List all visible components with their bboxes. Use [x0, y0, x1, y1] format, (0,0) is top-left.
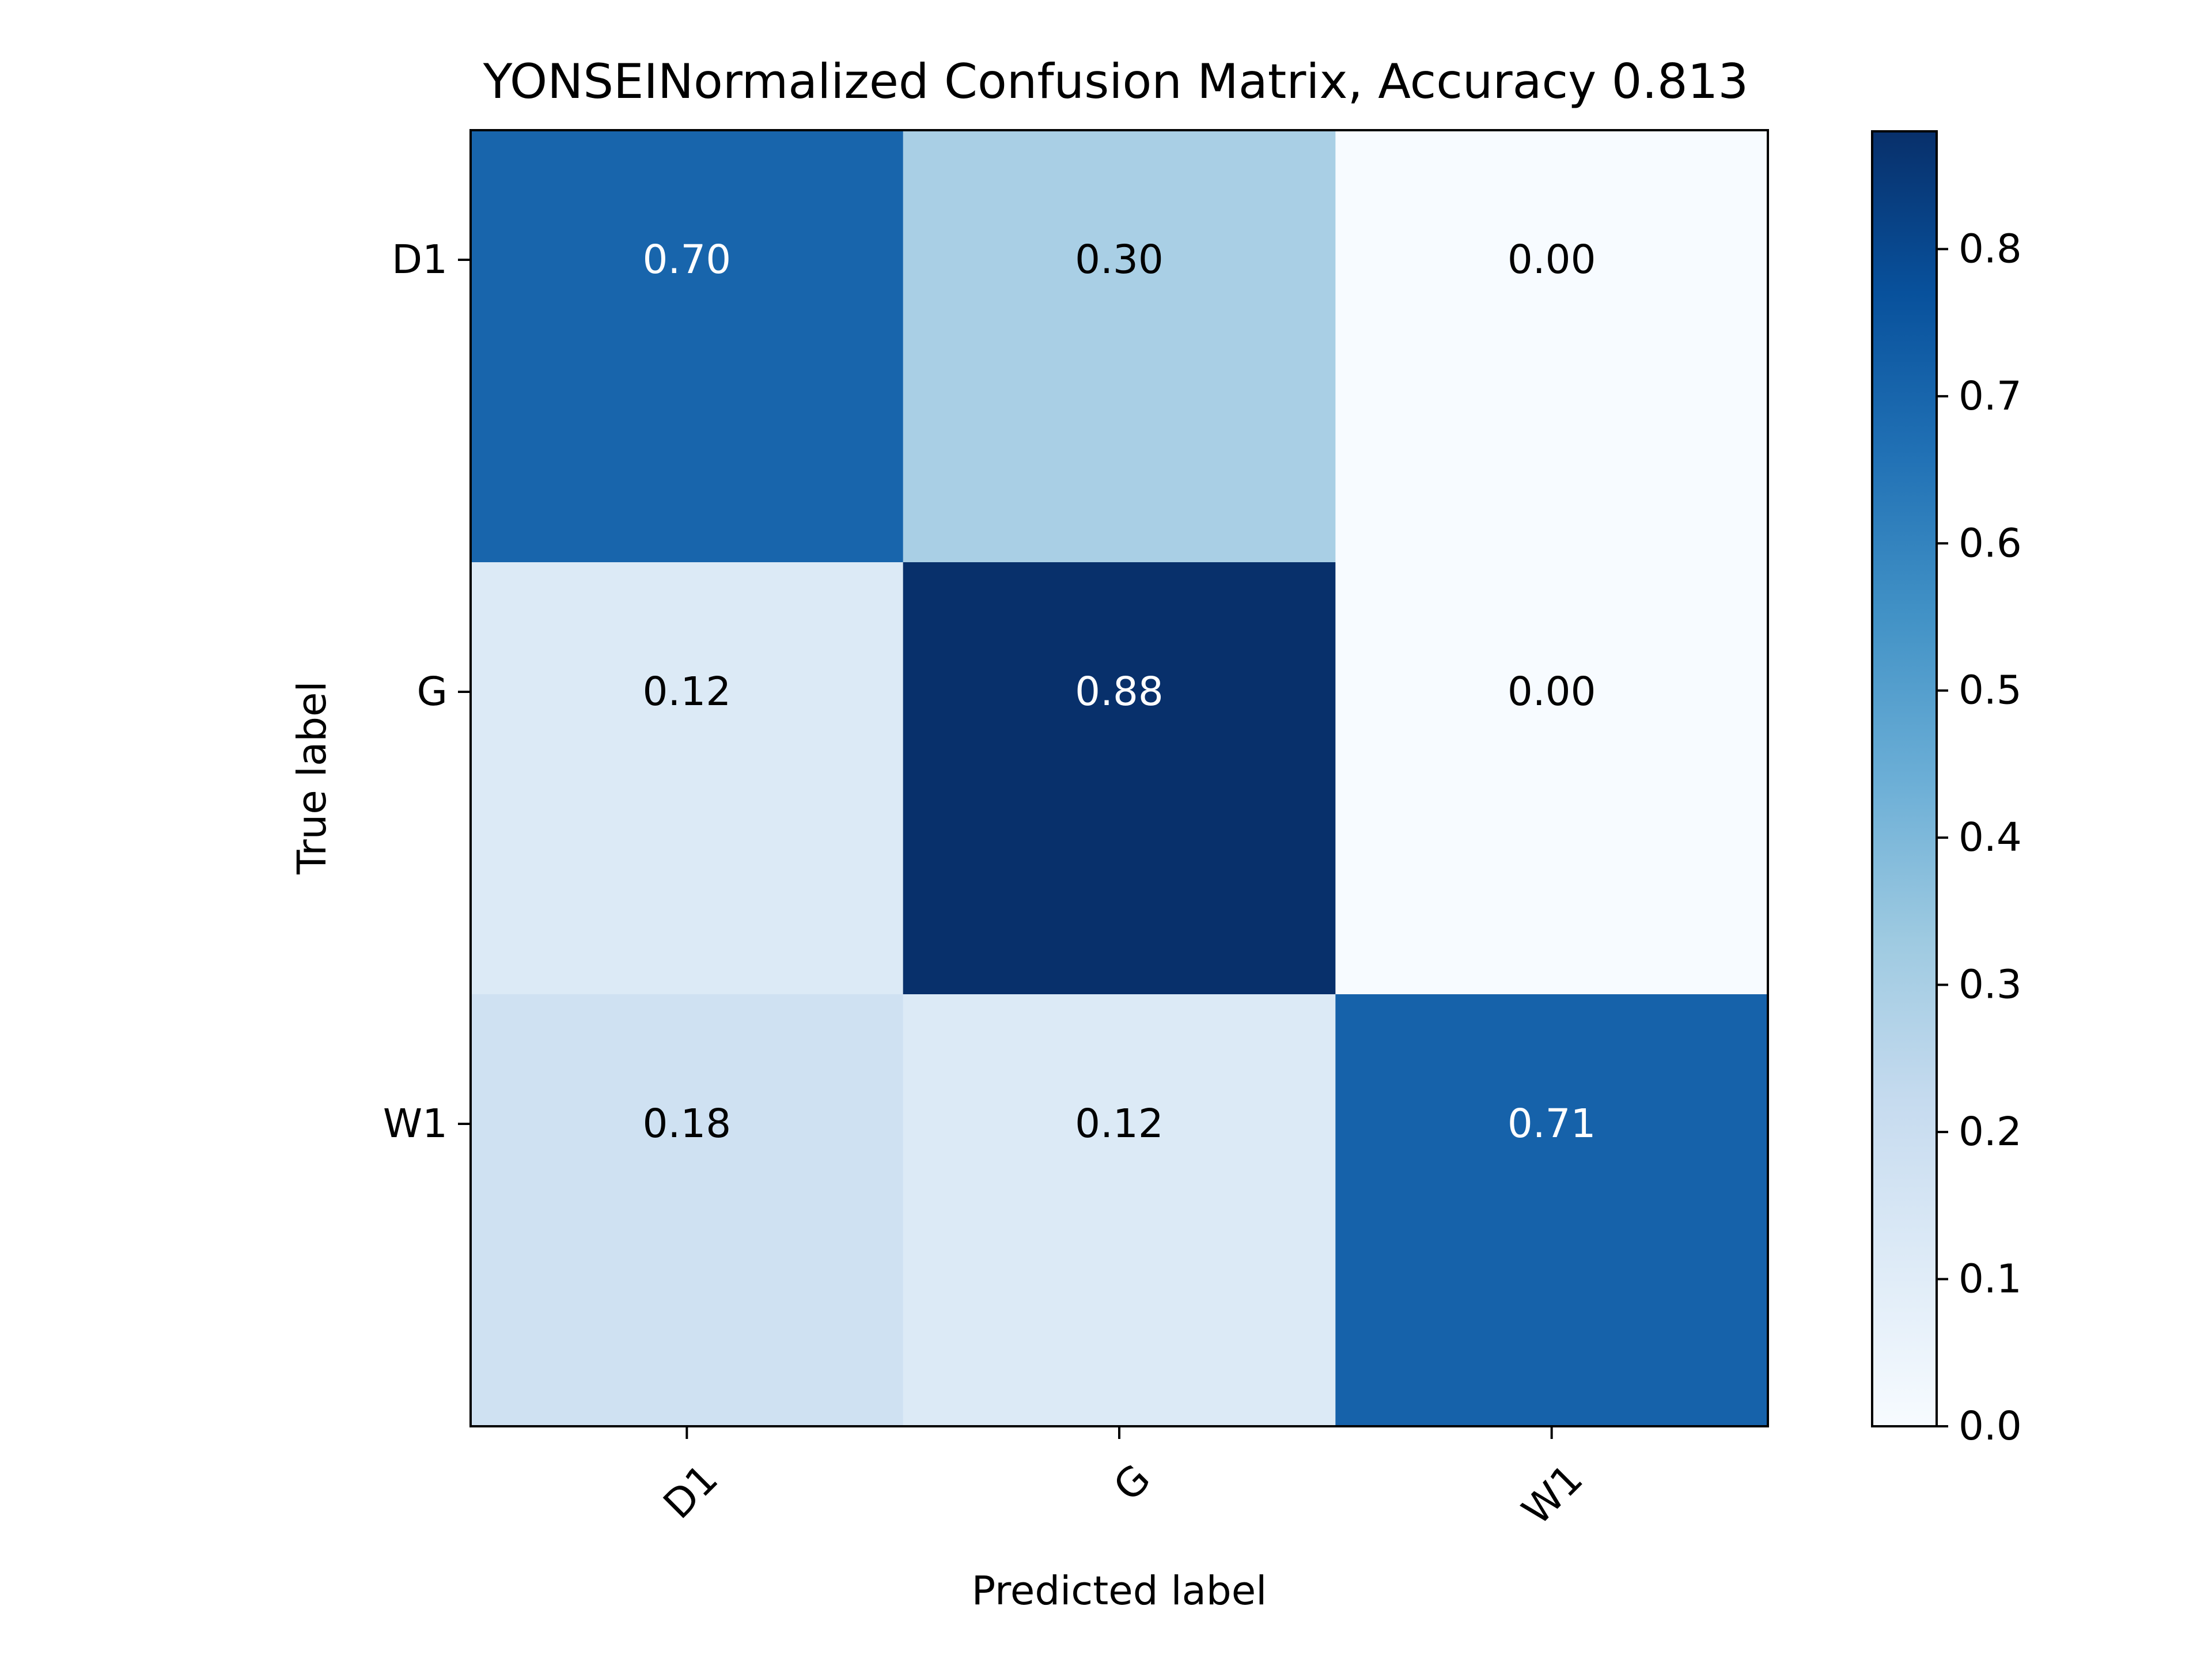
- cell-value-label: 0.70: [643, 237, 732, 283]
- cell-value-label: 0.00: [1508, 237, 1596, 283]
- matrix-cell: [903, 130, 1336, 563]
- colorbar: [1871, 130, 1938, 1427]
- matrix-cell: [1335, 130, 1768, 563]
- matrix-cell: [903, 994, 1336, 1427]
- chart-title: YONSEINormalized Confusion Matrix, Accur…: [483, 54, 1749, 109]
- cell-value-label: 0.71: [1508, 1101, 1596, 1147]
- colorbar-tick-label: 0.6: [1959, 520, 2022, 566]
- colorbar-ticks: 0.0 0.1 0.2 0.3 0.4 0.5 0.6 0.7 0.8: [1937, 226, 2022, 1449]
- matrix-cell: [471, 562, 904, 995]
- matrix-cells: [471, 130, 1768, 1427]
- cell-value-label: 0.30: [1075, 237, 1164, 283]
- colorbar-tick-label: 0.4: [1959, 815, 2022, 861]
- colorbar-tick-label: 0.1: [1959, 1256, 2022, 1302]
- y-tick-label: G: [417, 669, 448, 715]
- matrix-cell: [471, 130, 904, 563]
- matrix-cell: [1335, 994, 1768, 1427]
- cell-value-label: 0.12: [643, 669, 732, 715]
- colorbar-tick-label: 0.5: [1959, 668, 2022, 714]
- colorbar-tick-label: 0.0: [1959, 1403, 2022, 1449]
- colorbar-tick-label: 0.3: [1959, 962, 2022, 1008]
- cell-value-label: 0.88: [1075, 669, 1164, 715]
- y-tick-label: D1: [392, 237, 448, 283]
- cell-value-label: 0.12: [1075, 1101, 1164, 1147]
- x-axis-label: Predicted label: [972, 1568, 1267, 1614]
- cell-value-label: 0.00: [1508, 669, 1596, 715]
- cell-value-labels: 0.70 0.30 0.00 0.12 0.88 0.00 0.18 0.12 0.71: [643, 237, 1596, 1147]
- matrix-cell: [471, 994, 904, 1427]
- y-axis-ticks: D1 G W1: [383, 237, 471, 1147]
- matrix-cell: [903, 562, 1336, 995]
- cell-value-label: 0.18: [643, 1101, 732, 1147]
- colorbar-tick-label: 0.2: [1959, 1109, 2022, 1155]
- colorbar-tick-label: 0.8: [1959, 226, 2022, 272]
- y-axis-label: True label: [289, 681, 335, 874]
- matrix-cell: [1335, 562, 1768, 995]
- colorbar-tick-label: 0.7: [1959, 373, 2022, 419]
- y-tick-label: W1: [383, 1101, 448, 1147]
